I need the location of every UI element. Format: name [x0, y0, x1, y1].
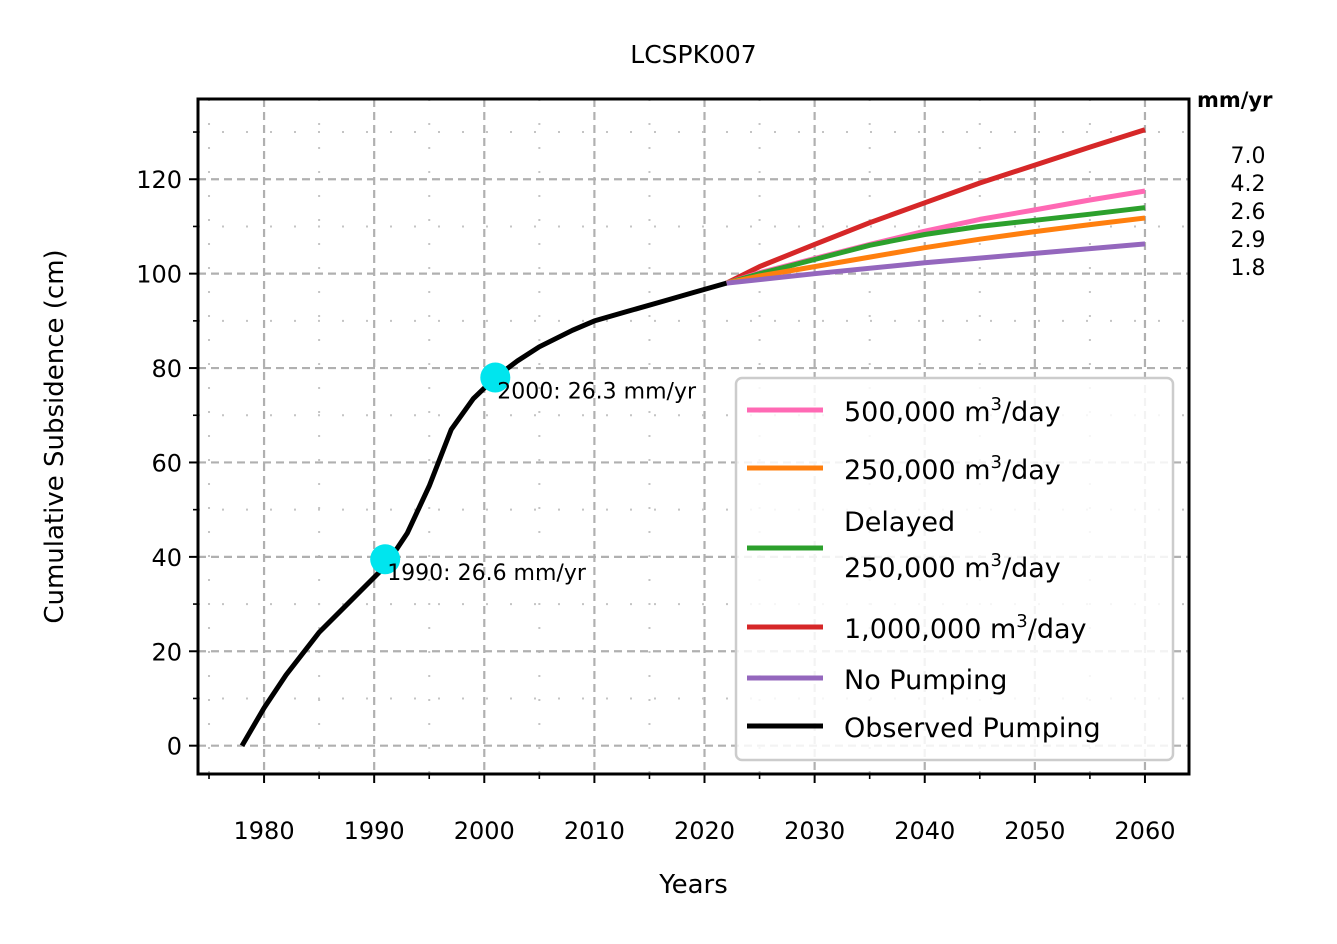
annotation-marker — [480, 362, 511, 393]
y-tick-label: 20 — [151, 638, 182, 666]
series-line-p250k — [725, 215, 1146, 286]
rate-label-p500k: 4.2 — [1231, 172, 1266, 197]
legend-label-superscript: 3 — [991, 550, 1002, 571]
legend-label-part: 500,000 m — [844, 397, 991, 428]
legend-label-superscript: 3 — [991, 394, 1002, 415]
rate-label-p250k: 2.9 — [1231, 228, 1266, 253]
series-line-delayed — [725, 205, 1146, 286]
y-tick-label: 0 — [167, 733, 182, 761]
legend-label-part: /day — [1002, 553, 1061, 584]
legend-label-p250k: 250,000 m3/day — [844, 452, 1061, 486]
legend-label-p1m: 1,000,000 m3/day — [844, 611, 1087, 645]
legend-box — [734, 376, 1175, 762]
legend-label-superscript: 3 — [1016, 611, 1027, 632]
annotations: 1990: 26.6 mm/yr 2000: 26.3 mm/yr — [370, 362, 697, 586]
rates-column: 7.0 4.2 2.6 2.9 1.8 — [1231, 144, 1266, 281]
legend-label-part: 250,000 m — [844, 455, 991, 486]
annotation-label: 1990: 26.6 mm/yr — [387, 561, 587, 586]
y-tick-label: 40 — [151, 544, 182, 572]
x-tick-label: 2030 — [784, 817, 845, 845]
x-tick-label: 2000 — [454, 817, 515, 845]
legend-label-nopump: No Pumping — [844, 665, 1007, 696]
legend-label-observed: Observed Pumping — [844, 713, 1101, 744]
axes: 1980 1990 2000 2010 2020 2030 2040 2050 20600204… — [136, 131, 1175, 845]
rate-label-delayed: 2.6 — [1231, 200, 1266, 225]
x-tick-label: 2020 — [674, 817, 735, 845]
y-tick-label: 60 — [151, 449, 182, 477]
legend-label-part: /day — [1002, 455, 1061, 486]
annotation-label: 2000: 26.3 mm/yr — [497, 379, 697, 404]
legend-label-delayed-line1: Delayed — [844, 507, 955, 538]
x-axis-label: Years — [658, 870, 728, 900]
series-line-observed — [239, 280, 728, 747]
chart-title: LCSPK007 — [630, 40, 756, 69]
x-tick-label: 2040 — [894, 817, 955, 845]
legend-label-delayed: 250,000 m3/day — [844, 550, 1061, 584]
x-tick-label: 1980 — [234, 817, 295, 845]
x-tick-label: 2060 — [1114, 817, 1175, 845]
series-lines — [239, 127, 1146, 747]
legend-label-part: /day — [1002, 397, 1061, 428]
legend-label-superscript: 3 — [991, 452, 1002, 473]
legend-label-part: /day — [1028, 614, 1087, 645]
legend-label-part: 250,000 m — [844, 553, 991, 584]
y-tick-label: 80 — [151, 355, 182, 383]
rate-label-p1m: 7.0 — [1231, 144, 1266, 169]
series-line-p1m — [725, 127, 1146, 286]
series-line-nopump — [726, 241, 1146, 286]
plot-frame — [196, 97, 1191, 776]
x-tick-label: 2050 — [1004, 817, 1065, 845]
x-tick-label: 1990 — [344, 817, 405, 845]
y-tick-label: 120 — [136, 166, 182, 194]
legend-label-p500k: 500,000 m3/day — [844, 394, 1061, 428]
legend-label-part: 1,000,000 m — [844, 614, 1016, 645]
y-axis-label: Cumulative Subsidence (cm) — [40, 249, 70, 623]
rate-label-nopump: 1.8 — [1231, 256, 1266, 281]
rates-header: mm/yr — [1197, 88, 1273, 112]
y-tick-label: 100 — [136, 261, 182, 289]
annotation-marker — [370, 544, 401, 575]
x-tick-label: 2010 — [564, 817, 625, 845]
